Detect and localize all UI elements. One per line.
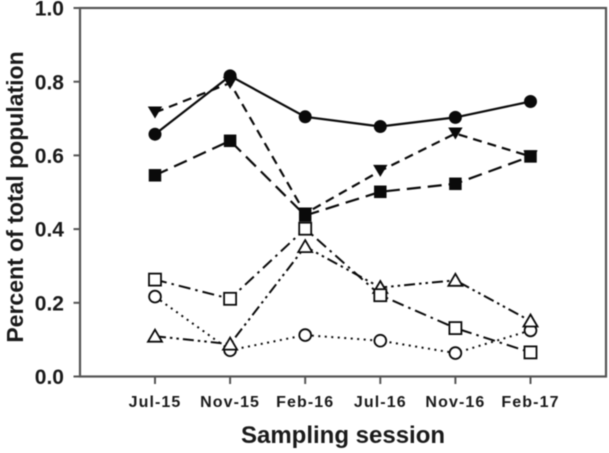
svg-text:0.4: 0.4	[35, 219, 65, 242]
svg-text:Nov-16: Nov-16	[425, 394, 485, 411]
svg-text:Nov-15: Nov-15	[200, 394, 260, 411]
svg-text:Percent of total population: Percent of total population	[2, 51, 28, 342]
svg-text:0.2: 0.2	[35, 292, 64, 315]
svg-text:0.6: 0.6	[35, 145, 64, 168]
svg-text:Feb-16: Feb-16	[276, 394, 334, 411]
svg-text:1.0: 1.0	[35, 0, 64, 21]
svg-text:0.0: 0.0	[35, 366, 64, 389]
svg-text:Feb-17: Feb-17	[501, 394, 559, 411]
svg-text:Jul-16: Jul-16	[354, 394, 407, 411]
svg-text:0.8: 0.8	[35, 71, 65, 94]
svg-text:Sampling session: Sampling session	[241, 422, 445, 449]
svg-text:Jul-15: Jul-15	[129, 394, 182, 411]
